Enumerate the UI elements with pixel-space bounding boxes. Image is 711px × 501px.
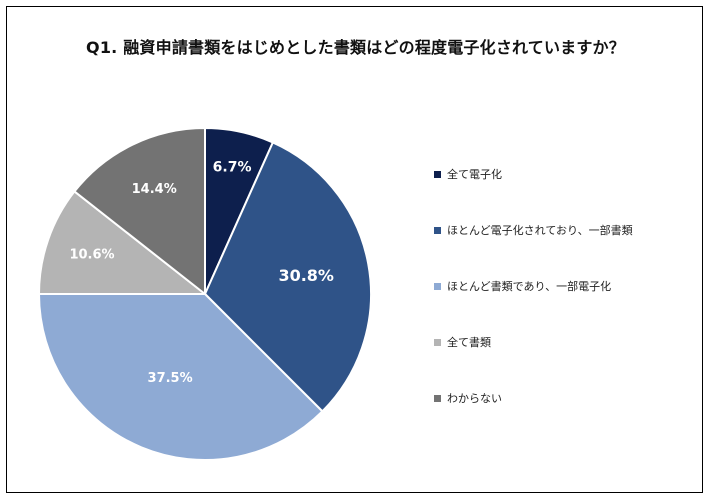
legend-item-3: ほとんど書類であり、一部電子化 [434,278,611,294]
data-label-2: 30.8% [278,266,334,285]
data-label-5: 14.4% [132,182,177,197]
legend-label: 全て書類 [447,336,491,349]
legend-label: ほとんど書類であり、一部電子化 [447,280,612,293]
legend: 全て電子化ほとんど電子化されており、一部書類 ほとんど書類であり、一部電子化 全て書… [434,0,704,501]
legend-item-2: ほとんど電子化されており、一部書類 [434,222,633,238]
legend-label: ほとんど電子化されており、一部書類 [447,224,633,237]
pie-slice-2 [204,141,372,413]
data-label-3: 37.5% [148,371,193,386]
legend-label: わからない [447,392,502,405]
legend-item-4: 全て書類 [434,334,491,350]
legend-swatch [434,282,441,290]
pie-slice-3 [38,293,324,461]
legend-swatch [434,170,441,178]
chart-title: Q1. 融資申請書類をはじめとした書類はどの程度電子化されていますか？ [86,38,625,57]
data-label-1: 6.7% [213,159,252,175]
legend-swatch [434,394,441,402]
legend-swatch [434,226,441,234]
legend-swatch [434,338,441,346]
legend-item-1: 全て電子化 [434,166,502,182]
data-label-4: 10.6% [69,247,114,262]
legend-label: 全て電子化 [447,168,502,181]
pie-slice-4 [38,190,206,295]
legend-item-5: わからない [434,390,502,406]
pie-slice-5 [73,127,206,295]
